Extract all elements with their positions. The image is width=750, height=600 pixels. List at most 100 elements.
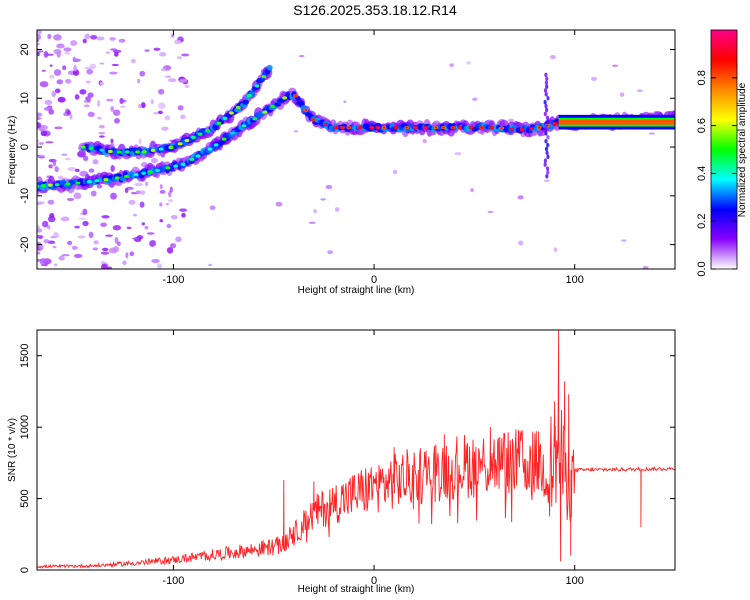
ridge-core [242, 99, 250, 105]
spectrogram-noise [75, 168, 80, 173]
ridge-peak [341, 126, 344, 129]
ridge-peak [312, 118, 315, 121]
spectrogram-noise [70, 40, 78, 46]
spectrogram-noise [97, 116, 102, 120]
band-inner [558, 119, 675, 125]
ridge-hotspot [133, 172, 139, 177]
ridge-hotspot [177, 142, 183, 146]
ridge-peak [382, 126, 386, 129]
ridge-hotspot [235, 105, 241, 110]
ridge-hotspot [147, 170, 153, 174]
spectrogram-noise [101, 215, 110, 219]
spectrogram-burst [543, 99, 547, 105]
spectrogram-noise [110, 105, 115, 112]
spectrogram-layer [37, 30, 675, 269]
spectrogram-burst [546, 142, 550, 148]
spectrogram-y-label: Frequency (Hz) [7, 116, 18, 185]
ridge-peak [538, 126, 541, 129]
spectrogram-noise [47, 225, 51, 230]
spectrogram-noise [550, 54, 556, 60]
spectrogram-noise [343, 100, 347, 103]
ridge-hotspot [180, 162, 186, 166]
spectrogram-noise [139, 190, 146, 195]
spectrogram-noise [325, 184, 333, 190]
spectrogram-noise [130, 58, 136, 64]
spectrogram-noise [180, 114, 186, 120]
spectrogram-noise [86, 68, 94, 75]
spectrogram-noise [90, 34, 98, 40]
spectrogram-noise [56, 79, 64, 85]
spectrogram-noise [164, 115, 171, 121]
spectrogram-burst [543, 158, 547, 163]
spectrogram-noise [134, 182, 144, 187]
ridge-hotspot [108, 149, 113, 154]
ridge-hotspot [80, 145, 86, 149]
spectrogram-noise [37, 228, 43, 233]
colorbar-gradient [711, 30, 737, 269]
spectrogram-burst [546, 96, 550, 101]
ridge-peak [334, 126, 338, 129]
spectrogram-noise [166, 223, 172, 229]
spectrogram-noise [100, 251, 110, 255]
x-tick-label: 100 [566, 575, 584, 587]
spectrogram-noise [636, 89, 643, 93]
spectrogram-burst [543, 88, 548, 93]
spectrogram-noise [51, 90, 57, 98]
spectrogram-noise [139, 201, 145, 208]
spectrogram-noise [275, 201, 283, 207]
spectrogram-noise [72, 56, 77, 63]
spectrogram-noise [53, 48, 62, 55]
spectrogram-noise [38, 156, 45, 159]
ridge-hotspot [87, 180, 92, 184]
spectrogram-noise [158, 88, 165, 95]
spectrogram-noise [46, 53, 54, 56]
ridge-hotspot [254, 84, 260, 88]
spectrogram-burst [546, 135, 550, 140]
ridge-peak [358, 126, 362, 129]
spectrogram-noise [60, 216, 70, 222]
spectrogram-noise [422, 138, 427, 144]
spectrogram-noise [41, 69, 46, 72]
spectrogram-noise [173, 39, 182, 45]
ridge-hotspot [270, 104, 276, 108]
ridge-peak [394, 126, 398, 129]
ridge-peak [370, 126, 374, 129]
snr-y-ticks: 0 500 1000 1500 [19, 343, 675, 573]
spectrogram-noise [71, 245, 78, 250]
spectrogram-noise [619, 92, 625, 97]
spectrogram-noise [149, 240, 157, 247]
spectrogram-noise [43, 50, 49, 58]
spectrogram-noise [621, 239, 627, 242]
spectrogram-noise [157, 110, 163, 115]
y-tick-label: 0 [19, 144, 31, 150]
spectrogram-noise [67, 240, 73, 246]
spectrogram-noise [181, 53, 190, 57]
spectrogram-noise [42, 220, 49, 228]
spectrogram-noise [508, 118, 514, 123]
snr-x-ticks: -100 0 100 [162, 330, 584, 587]
ridge-peak [458, 126, 462, 129]
spectrogram-noise [109, 71, 118, 75]
spectrogram-noise [87, 111, 95, 118]
spectrogram-noise [392, 169, 398, 175]
spectrogram-noise [112, 224, 122, 231]
spectrogram-noise [54, 88, 61, 94]
ridge-hotspot [213, 143, 219, 147]
spectrogram-noise [112, 109, 121, 116]
ridge-hotspot [75, 181, 81, 185]
ridge-hotspot [282, 96, 288, 100]
spectrogram-noise [74, 225, 80, 229]
spectrogram-noise [49, 74, 55, 79]
ridge-peak [304, 109, 307, 112]
x-tick-label: 0 [371, 274, 377, 286]
spectrogram-noise [37, 116, 42, 121]
spectrogram-noise [88, 168, 95, 173]
colorbar-tick-label: 0.4 [696, 166, 708, 181]
ridge-hotspot [241, 124, 247, 128]
spectrogram-noise [47, 215, 56, 223]
spectrogram-noise [135, 190, 141, 195]
spectrogram-noise [66, 197, 75, 201]
spectrogram-burst [544, 123, 548, 128]
spectrogram-noise [83, 155, 89, 162]
spectrogram-x-label: Height of straight line (km) [298, 285, 415, 296]
